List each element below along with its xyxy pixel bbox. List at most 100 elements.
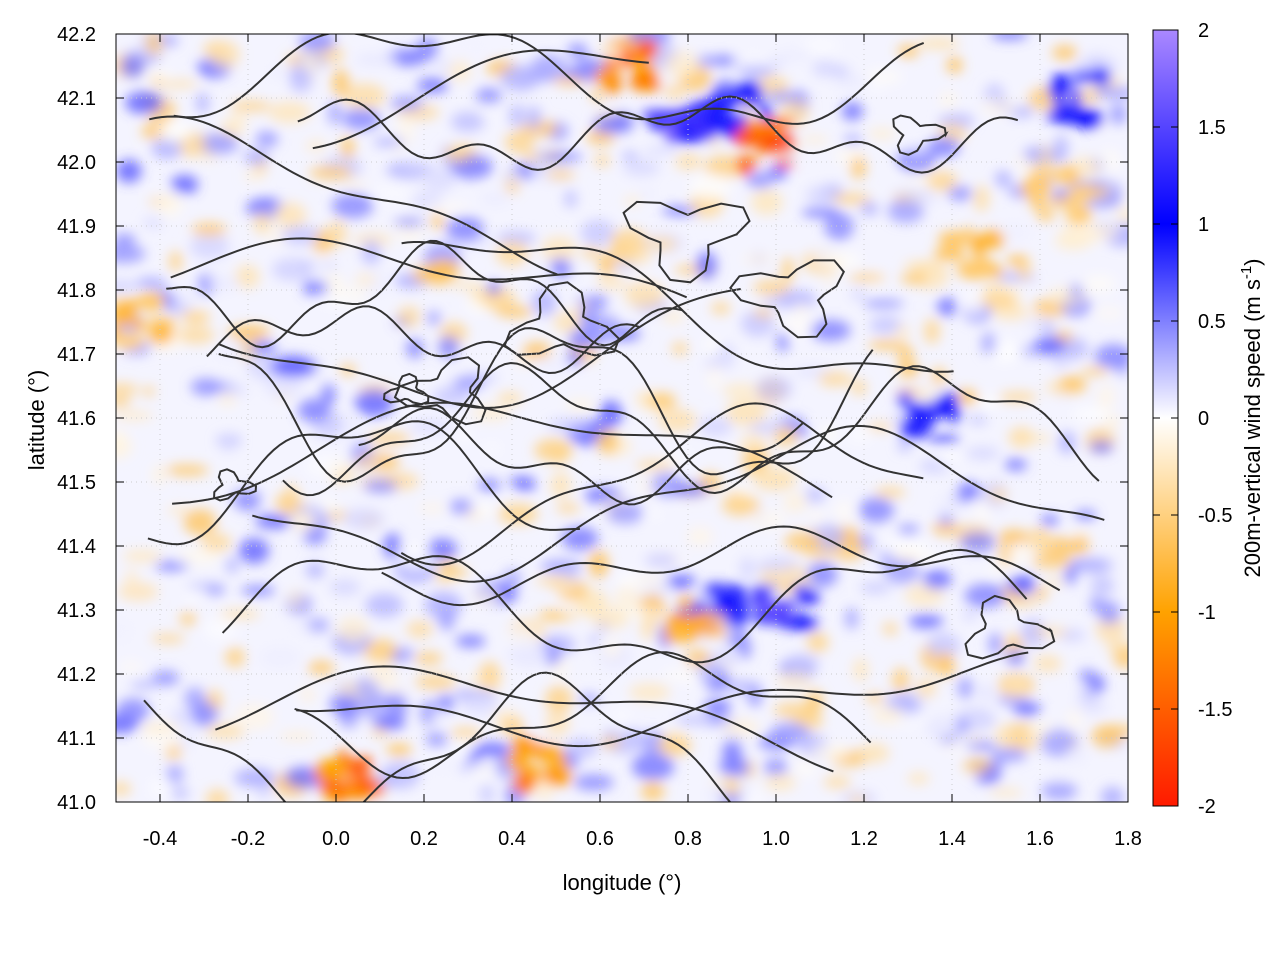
field-speckle <box>340 135 355 162</box>
y-tick-label: 42.1 <box>57 88 96 110</box>
terrain-contour <box>381 525 1061 607</box>
field-speckle <box>963 757 993 774</box>
field-speckle <box>225 556 239 574</box>
field-speckle <box>1004 676 1029 698</box>
field-speckle <box>149 778 169 798</box>
field-speckle <box>657 734 692 757</box>
field-speckle <box>158 120 192 143</box>
wind-hotspot <box>607 326 641 341</box>
field-speckle <box>354 53 398 67</box>
field-speckle <box>983 281 1008 305</box>
field-speckle <box>926 170 958 191</box>
wind-hotspot <box>667 613 689 624</box>
field-speckle <box>486 282 501 295</box>
field-speckle <box>719 757 750 777</box>
field-speckle <box>664 50 700 79</box>
field-speckle <box>416 77 449 94</box>
wind-hotspot <box>116 332 145 350</box>
field-speckle <box>566 350 583 367</box>
field-speckle <box>621 609 664 619</box>
field-speckle <box>116 159 142 183</box>
wind-field <box>116 34 1128 802</box>
field-speckle <box>869 77 883 95</box>
field-speckle <box>342 83 386 109</box>
field-speckle <box>686 526 713 547</box>
terrain-contour <box>206 305 640 375</box>
field-speckle <box>801 207 839 217</box>
field-speckle <box>458 427 473 442</box>
field-speckle <box>116 430 128 457</box>
wind-hotspot <box>937 231 971 247</box>
field-speckle <box>644 552 679 568</box>
field-speckle <box>722 679 758 694</box>
field-speckle <box>269 65 285 80</box>
field-speckle <box>546 169 575 180</box>
field-speckle <box>556 502 580 514</box>
field-speckle <box>1058 375 1087 393</box>
terrain-contour-loop <box>964 594 1056 660</box>
field-speckle <box>964 583 1006 608</box>
field-speckle <box>365 638 398 663</box>
wind-hotspot <box>726 616 747 625</box>
terrain-contour <box>358 407 804 506</box>
field-speckle <box>1034 586 1048 601</box>
field-speckle <box>1089 440 1114 453</box>
field-speckle <box>781 256 795 283</box>
field-speckle <box>142 386 155 397</box>
field-speckle <box>166 764 184 784</box>
terrain-contours <box>143 34 1105 802</box>
field-speckle <box>467 502 495 517</box>
wind-hotspot <box>799 590 819 600</box>
x-tick-label: 0.8 <box>674 828 702 850</box>
wind-hotspot <box>150 327 164 339</box>
wind-hotspot <box>511 735 538 757</box>
field-speckle <box>353 232 392 247</box>
field-speckle <box>401 161 437 172</box>
wind-hotspot <box>1070 86 1081 106</box>
field-speckle <box>406 620 433 638</box>
field-speckle <box>452 34 489 59</box>
field-speckle <box>191 701 218 727</box>
field-speckle <box>1072 407 1112 422</box>
wind-hotspot <box>116 314 138 326</box>
field-speckle <box>978 683 994 702</box>
field-speckle <box>1032 336 1066 356</box>
field-speckle <box>834 73 869 89</box>
field-speckle <box>355 272 376 287</box>
wind-hotspot <box>1053 93 1065 115</box>
x-axis-label: longitude (°) <box>563 870 682 895</box>
terrain-contour <box>400 402 924 566</box>
y-tick-label: 41.9 <box>57 216 96 238</box>
field-speckle <box>558 589 587 601</box>
wind-hotspots <box>116 34 1128 802</box>
field-speckle <box>116 781 131 796</box>
field-speckle <box>289 67 313 93</box>
field-speckle <box>205 723 245 740</box>
wind-hotspot <box>774 159 794 167</box>
field-speckle <box>786 654 820 673</box>
field-speckle <box>864 693 885 703</box>
field-speckle <box>858 743 890 764</box>
field-speckle <box>770 722 810 744</box>
field-speckle <box>810 319 851 342</box>
field-speckle <box>674 153 703 171</box>
field-speckle <box>1077 557 1115 574</box>
field-speckle <box>471 404 511 422</box>
field-speckle <box>990 34 1029 40</box>
y-tick-label: 41.1 <box>57 728 96 750</box>
field-speckle <box>850 156 867 180</box>
terrain-contour <box>252 424 1105 583</box>
field-speckle <box>736 67 775 76</box>
field-speckle <box>460 690 499 717</box>
field-speckle <box>282 705 308 720</box>
field-speckle <box>875 486 906 499</box>
field-speckle <box>1081 367 1109 376</box>
field-speckle <box>647 392 677 410</box>
field-speckle <box>552 76 586 86</box>
field-speckle <box>762 296 796 307</box>
x-tick-label: 0.0 <box>322 828 350 850</box>
terrain-contour-loop <box>382 372 430 406</box>
wind-hotspot <box>1029 199 1047 210</box>
field-speckle <box>852 657 869 682</box>
field-speckle <box>1031 627 1069 637</box>
